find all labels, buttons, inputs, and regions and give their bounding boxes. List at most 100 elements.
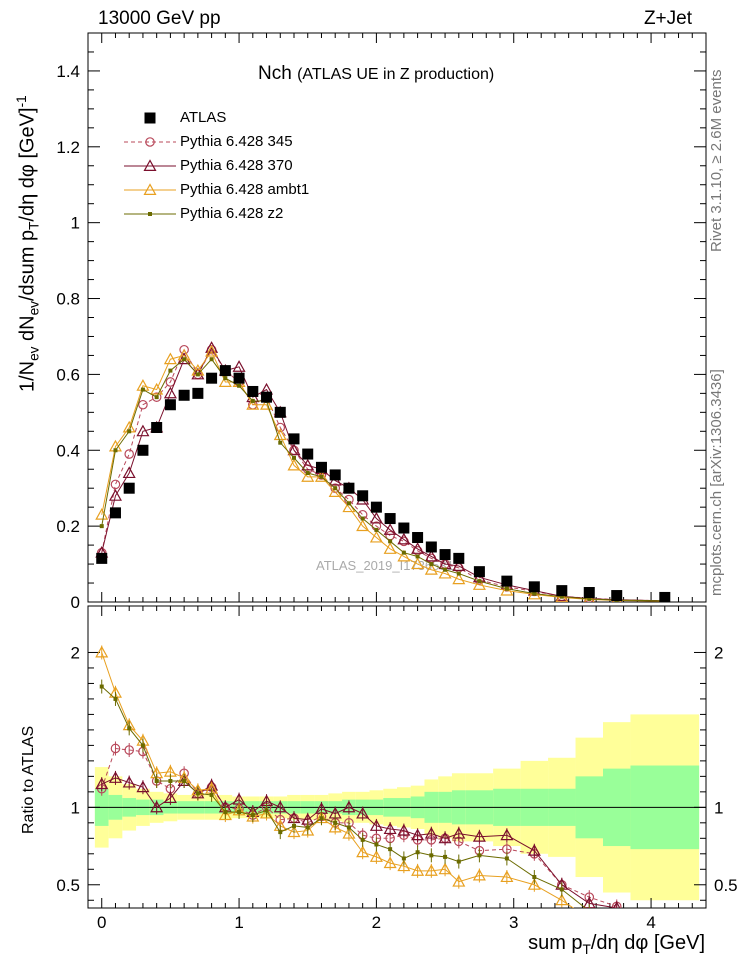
data-point [301, 458, 315, 471]
data-point [209, 357, 214, 362]
data-point [195, 372, 200, 377]
y-tick-label-right: 0.5 [714, 876, 738, 895]
data-point [237, 383, 242, 388]
ratio-point [264, 808, 269, 813]
ratio-point [555, 893, 569, 906]
data-point [233, 372, 245, 384]
header-left: 13000 GeV pp [98, 8, 221, 29]
data-point [250, 398, 255, 403]
data-point [500, 583, 514, 596]
data-point [411, 542, 425, 554]
data-point [168, 368, 173, 373]
ratio-point [504, 856, 509, 861]
data-point [532, 591, 537, 596]
ratio-point [301, 823, 315, 836]
ratio-point [260, 806, 274, 819]
data-point [287, 443, 301, 456]
data-point [477, 579, 482, 584]
ratio-point [611, 920, 622, 930]
y-tick-label: 1.4 [56, 62, 80, 81]
data-point [301, 470, 315, 482]
data-point [411, 557, 425, 570]
data-point [292, 455, 296, 460]
data-point [110, 479, 121, 490]
data-point [456, 571, 461, 576]
data-point [415, 554, 420, 559]
y-tick-label: 0.5 [56, 876, 80, 895]
ratio-point [612, 901, 621, 908]
y-tick-label: 0.8 [56, 290, 80, 309]
ratio-point [527, 843, 541, 856]
data-point [504, 586, 509, 591]
legend-markers [124, 112, 176, 216]
ratio-point [383, 856, 397, 869]
data-point [356, 519, 370, 532]
ratio-point [383, 822, 397, 835]
data-point [206, 372, 218, 384]
data-point [232, 360, 246, 372]
legend-label-ambt1: Pythia 6.428 ambt1 [180, 181, 310, 198]
ratio-point [108, 771, 122, 783]
ratio-point [374, 842, 379, 847]
data-point [357, 490, 369, 502]
data-point [140, 387, 145, 392]
ratio-point [356, 806, 370, 819]
data-point [218, 375, 232, 387]
ratio-point [587, 909, 591, 913]
data-point [122, 466, 136, 479]
y-tick-label: 0 [71, 593, 80, 612]
data-point [452, 559, 466, 571]
ratio-point [122, 775, 136, 788]
x-tick-label: 0 [97, 913, 106, 932]
ratio-point [209, 792, 214, 797]
data-point [163, 386, 177, 399]
y-tick-label: 1 [71, 214, 80, 233]
data-point [95, 508, 109, 520]
ratio-point [369, 819, 383, 831]
data-point [205, 344, 219, 357]
data-point [556, 585, 568, 597]
ratio-point [584, 913, 595, 923]
legend-label-345: Pythia 6.428 345 [180, 133, 293, 150]
data-point [223, 376, 228, 381]
ratio-point [250, 813, 255, 818]
y-tick-label: 0.2 [56, 517, 80, 536]
ratio-point [401, 856, 406, 861]
ratio-point [559, 887, 564, 892]
main-y-ticks: 0 0.2 0.4 0.6 0.8 1 1.2 1.4 [56, 32, 706, 612]
data-point [397, 549, 411, 562]
data-point [388, 539, 393, 544]
data-point [611, 590, 623, 602]
y-tick-label: 2 [71, 643, 80, 662]
data-point [412, 532, 424, 544]
ratio-x-ticks: 0 1 2 3 4 [87, 606, 707, 932]
legend-marker-z2 [148, 212, 152, 216]
data-point [443, 567, 448, 572]
ratio-point [356, 845, 370, 858]
data-point [178, 389, 190, 401]
series-main-ambt1 [95, 344, 669, 602]
data-point [137, 444, 149, 456]
data-point [319, 474, 324, 479]
ratio-point [472, 868, 486, 881]
data-point [136, 424, 150, 437]
data-point [138, 399, 148, 410]
series-line [101, 358, 665, 602]
data-point [113, 448, 118, 453]
data-point [369, 530, 383, 543]
data-point [305, 471, 310, 476]
data-point [302, 448, 314, 460]
series-line [101, 348, 665, 602]
data-point [192, 387, 204, 399]
ratio-plot-frame [87, 605, 707, 909]
data-point [287, 458, 301, 471]
data-point [439, 549, 451, 561]
ratio-point [278, 830, 283, 835]
ratio-point [237, 809, 242, 814]
y-tick-label: 0.4 [56, 441, 80, 460]
data-point [150, 382, 164, 395]
plot-title: Nch (ATLAS UE in Z production) [258, 63, 494, 85]
data-point [583, 587, 595, 599]
data-point [163, 352, 177, 365]
series-line [101, 346, 665, 602]
